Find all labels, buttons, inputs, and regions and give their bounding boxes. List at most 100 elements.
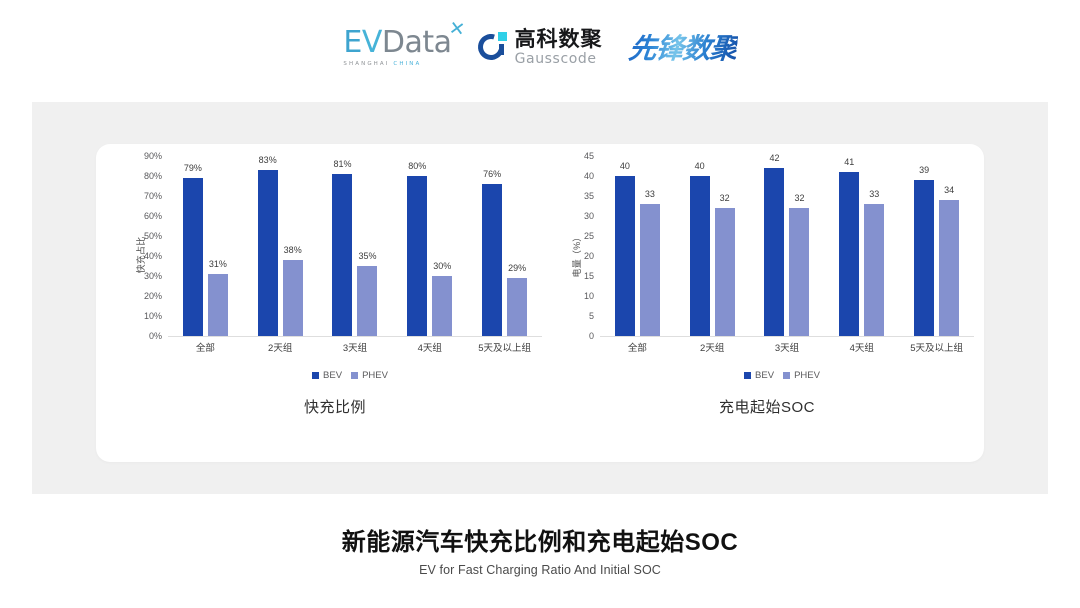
bar-group: 42 32 (750, 153, 825, 336)
bar-group: 80% 30% (392, 156, 467, 336)
bar-value-label: 32 (719, 193, 730, 203)
bar-group: 40 32 (675, 156, 750, 336)
bar-value-label: 76% (483, 169, 502, 179)
x-axis-label: 全部 (627, 343, 647, 354)
y-tick: 40 (583, 171, 594, 181)
x-axis-label: 5天及以上组 (478, 343, 531, 354)
bar-bev[interactable]: 79% (182, 163, 203, 336)
bar-value-label: 39 (919, 165, 930, 175)
bar-group: 41 33 (824, 156, 899, 336)
chart-left-y-ticks: 90% 80% 70% 60% 50% 40% 30% 20% 10% 0% (132, 151, 166, 341)
logo-strip: E V Data ✕ SHANGHAI CHINA 高科数聚 Gausscode 先… (0, 0, 1080, 94)
bar-value-label: 38% (283, 245, 302, 255)
legend-label: BEV (323, 369, 343, 381)
bar-bev[interactable]: 80% (407, 161, 428, 336)
bar-group: 79% 31% (168, 156, 243, 336)
legend-swatch-icon (783, 371, 791, 379)
legend-item-bev[interactable]: BEV (744, 370, 774, 381)
footer-title-cn: 新能源汽车快充比例和充电起始SOC (341, 529, 739, 556)
y-tick: 10 (583, 291, 594, 301)
legend-label: PHEV (794, 369, 820, 381)
chart-right-x-labels: 全部 2天组 3天组 4天组 5天及以上组 (600, 340, 974, 358)
bar-phev[interactable]: 32 (714, 193, 735, 336)
x-axis-label: 4天组 (417, 343, 442, 354)
legend-item-bev[interactable]: BEV (312, 370, 342, 381)
x-axis-label: 4天组 (849, 343, 874, 354)
bar-phev[interactable]: 33 (639, 189, 660, 336)
y-tick: 60% (143, 211, 162, 221)
gausscode-logo: 高科数聚 Gausscode (472, 28, 603, 67)
bar-group: 81% 35% (318, 156, 393, 336)
y-tick: 0% (148, 331, 162, 341)
x-axis-label: 全部 (195, 343, 215, 354)
charts-white-card: 快充占比 90% 80% 70% 60% 50% 40% 30% 20% 10% 0% 79% 31… (96, 144, 984, 462)
bar-value-label: 79% (183, 163, 202, 173)
y-tick: 40% (143, 251, 162, 261)
bar-bev[interactable]: 83% (257, 155, 278, 336)
bar-bev[interactable]: 39 (914, 165, 935, 336)
footer: 新能源汽车快充比例和充电起始SOC EV for Fast Charging R… (0, 522, 1080, 577)
bar-group: 40 33 (600, 156, 675, 336)
bar-phev[interactable]: 29% (507, 263, 528, 336)
legend-item-phev[interactable]: PHEV (351, 370, 388, 381)
bar-value-label: 40 (694, 161, 705, 171)
y-tick: 30 (583, 211, 594, 221)
evdata-tagline: SHANGHAI CHINA (343, 61, 421, 67)
x-axis-label: 2天组 (700, 343, 725, 354)
evdata-logo: E V Data ✕ SHANGHAI CHINA (343, 17, 466, 67)
bar-group: 83% 38% (243, 155, 318, 336)
x-axis-label: 2天组 (268, 343, 293, 354)
chart-fast-charging-ratio: 快充占比 90% 80% 70% 60% 50% 40% 30% 20% 10% 0% 79% 31… (120, 144, 550, 462)
bar-value-label: 83% (258, 155, 277, 165)
bar-phev[interactable]: 31% (207, 259, 228, 336)
chart-right-title: 充电起始SOC (718, 399, 815, 416)
bar-phev[interactable]: 34 (939, 185, 960, 336)
y-tick: 25 (583, 231, 594, 241)
bar-bev[interactable]: 42 (764, 153, 785, 336)
y-tick: 80% (143, 171, 162, 181)
bar-bev[interactable]: 40 (689, 161, 710, 336)
evdata-tagline-shanghai: SHANGHAI (343, 60, 390, 67)
y-tick: 5 (588, 311, 594, 321)
chart-right-plot-area: 40 33 40 32 42 32 41 33 39 34 (600, 153, 974, 337)
bar-phev[interactable]: 35% (357, 251, 378, 336)
bar-bev[interactable]: 81% (332, 159, 353, 336)
y-tick: 45 (583, 151, 594, 161)
chart-left-legend: BEV PHEV (120, 366, 550, 384)
gausscode-name-en: Gausscode (514, 50, 597, 67)
y-tick: 50% (143, 231, 162, 241)
chart-left-bar-groups: 79% 31% 83% 38% 81% 35% 80% 30% 76% 29% (168, 155, 542, 336)
bar-value-label: 35% (358, 251, 377, 261)
evdata-wordmark: E V Data ✕ (343, 17, 466, 60)
bar-value-label: 33 (644, 189, 655, 199)
bar-phev[interactable]: 33 (864, 189, 885, 336)
bar-bev[interactable]: 76% (482, 169, 503, 336)
evdata-letter-e: E (343, 24, 362, 60)
chart-right-y-ticks: 45 40 35 30 25 20 15 10 5 0 (564, 151, 598, 341)
bar-group: 39 34 (899, 156, 974, 336)
bar-value-label: 80% (408, 161, 427, 171)
legend-swatch-icon (744, 371, 752, 379)
bar-value-label: 34 (944, 185, 955, 195)
chart-left-plot-area: 79% 31% 83% 38% 81% 35% 80% 30% 76% 29% (168, 155, 542, 337)
bar-bev[interactable]: 40 (614, 161, 635, 336)
legend-label: BEV (755, 369, 775, 381)
bar-phev[interactable]: 30% (432, 261, 453, 336)
bar-value-label: 29% (508, 263, 527, 273)
y-tick: 90% (143, 151, 162, 161)
bar-phev[interactable]: 38% (282, 245, 303, 336)
chart-left-x-labels: 全部 2天组 3天组 4天组 5天及以上组 (168, 340, 542, 358)
evdata-cross-icon: ✕ (447, 16, 467, 41)
legend-item-phev[interactable]: PHEV (783, 370, 820, 381)
y-tick: 35 (583, 191, 594, 201)
bar-value-label: 42 (769, 153, 780, 163)
chart-initial-soc: 电量（%） 45 40 35 30 25 20 15 10 5 0 40 33 40 32 42 32 41 3… (552, 144, 982, 462)
footer-title-en: EV for Fast Charging Ratio And Initial S… (419, 563, 661, 577)
bar-phev[interactable]: 32 (789, 193, 810, 336)
bar-bev[interactable]: 41 (839, 157, 860, 336)
bar-group: 76% 29% (467, 156, 542, 336)
legend-swatch-icon (351, 371, 359, 379)
y-tick: 0 (588, 331, 594, 341)
bar-value-label: 30% (433, 261, 452, 271)
evdata-letter-v: V (361, 24, 383, 60)
